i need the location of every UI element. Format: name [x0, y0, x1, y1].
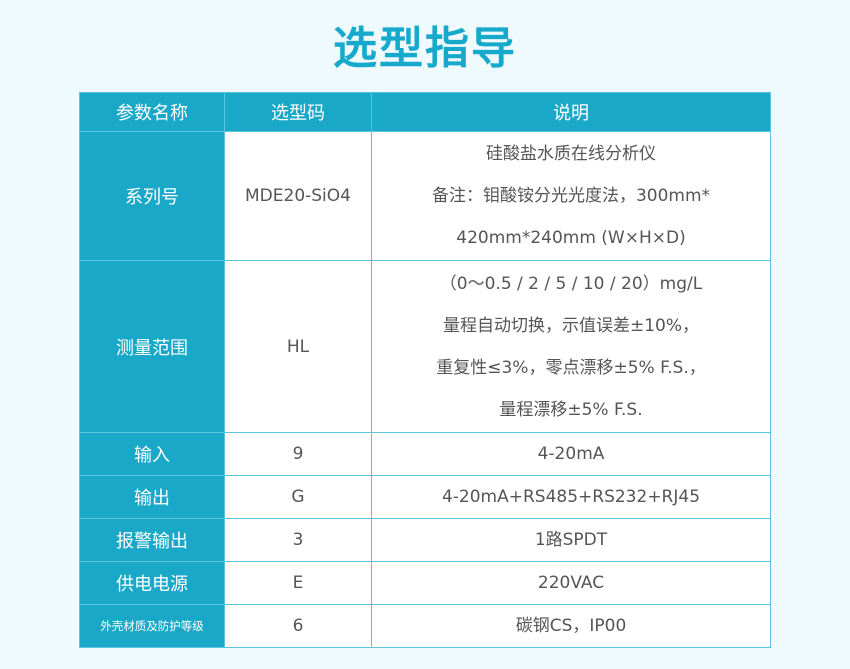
description: 硅酸盐水质在线分析仪备注：钼酸铵分光光度法，300mm* 420mm*240mm … [371, 131, 771, 261]
selection-code: 9 [224, 432, 372, 476]
param-name: 外壳材质及防护等级 [79, 604, 225, 648]
table-row: 系列号 MDE20-SiO4 硅酸盐水质在线分析仪 备注：钼酸铵分光光度法，300mm… [79, 131, 771, 261]
table-row: 供电电源 E 220VAC [79, 561, 771, 605]
param-name: 系列号 [79, 131, 225, 261]
table-row: 输入 9 4-20mA [79, 432, 771, 476]
header-param: 参数名称 [79, 92, 225, 132]
description-line: 4-20mA+RS485+RS232+RJ45 [441, 487, 701, 507]
table-row: 报警输出 3 1路SPDT [79, 518, 771, 562]
description-line: （0～0.5 / 2 / 5 / 10 / 20）mg/L [439, 273, 703, 294]
description-line: 220VAC [537, 573, 605, 593]
description-line: 420mm*240mm (W×H×D) [456, 228, 686, 248]
selection-code: E [224, 561, 372, 605]
description-line: 重复性≤3%，零点漂移±5% F.S.， [436, 357, 706, 378]
description: 4-20mA [371, 432, 771, 476]
table-row: 输出 G 4-20mA+RS485+RS232+RJ45 [79, 475, 771, 519]
table-row: 测量范围 HL （0～0.5 / 2 / 5 / 10 / 20）mg/L 量程自动切… [79, 260, 771, 433]
page-title: 选型指导 [333, 23, 517, 74]
description: 碳钢CS，IP00 [371, 604, 771, 648]
description-line: 1路SPDT [534, 530, 608, 550]
description-line: 碳钢CS，IP00 [515, 616, 627, 636]
table-row: 外壳材质及防护等级 6 碳钢CS，IP00 [79, 604, 771, 648]
param-name: 报警输出 [79, 518, 225, 562]
header-desc: 说明 [371, 92, 771, 132]
description: 1路SPDT [371, 518, 771, 562]
param-name: 输入 [79, 432, 225, 476]
selection-code: MDE20-SiO4 [224, 131, 372, 261]
description-line: 量程自动切换，示值误差±10%， [442, 315, 700, 336]
description-line: 硅酸盐水质在线分析仪 [486, 144, 656, 164]
description-line: 备注：钼酸铵分光光度法，300mm* [431, 186, 711, 206]
table-header: 参数名称 选型码 说明 [79, 92, 771, 132]
selection-code: 3 [224, 518, 372, 562]
selection-code: 6 [224, 604, 372, 648]
selection-code: HL [224, 260, 372, 433]
param-name: 供电电源 [79, 561, 225, 605]
description: 4-20mA+RS485+RS232+RJ45 [371, 475, 771, 519]
description: （0～0.5 / 2 / 5 / 10 / 20）mg/L 量程自动切换，示值误差… [371, 260, 771, 433]
description-line: 量程漂移±5% F.S. [499, 399, 643, 420]
selection-table: 参数名称 选型码 说明 系列号 MDE20-SiO4 硅酸盐水质在线分析仪 备注：钼酸… [79, 92, 771, 648]
param-name: 测量范围 [79, 260, 225, 433]
selection-code: G [224, 475, 372, 519]
description: 220VAC [371, 561, 771, 605]
header-code: 选型码 [224, 92, 372, 132]
param-name: 输出 [79, 475, 225, 519]
description-line: 4-20mA [537, 444, 605, 464]
